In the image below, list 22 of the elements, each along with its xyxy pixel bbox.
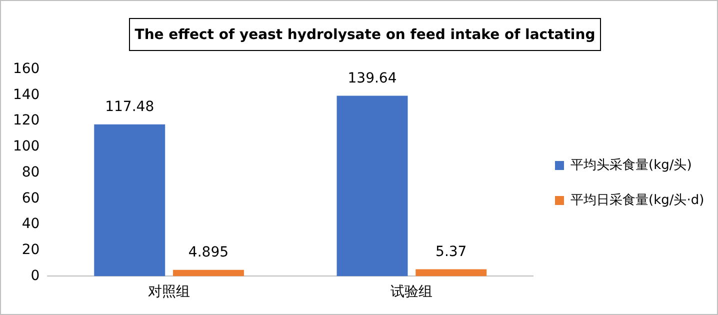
y-tick-label: 160 xyxy=(12,61,40,78)
data-label: 5.37 xyxy=(436,244,467,260)
bar xyxy=(94,124,166,276)
x-tick-label: 对照组 xyxy=(148,284,190,300)
bar xyxy=(172,270,244,276)
y-tick-label: 140 xyxy=(12,86,40,103)
legend-label: 平均日采食量(kg/头·d) xyxy=(570,192,704,208)
data-label: 139.64 xyxy=(348,70,397,86)
chart-title: The effect of yeast hydrolysate on feed intake of lactating xyxy=(129,18,601,51)
bar xyxy=(336,96,408,276)
x-tick-label: 试验组 xyxy=(390,284,433,300)
y-tick-label: 20 xyxy=(22,242,40,258)
y-tick-label: 100 xyxy=(12,138,40,155)
y-tick-label: 120 xyxy=(12,112,40,129)
bar xyxy=(416,269,487,276)
y-tick-label: 40 xyxy=(22,216,40,232)
data-label: 4.895 xyxy=(188,244,229,261)
y-tick-label: 0 xyxy=(30,268,40,284)
y-tick-label: 60 xyxy=(22,190,40,206)
legend-label: 平均头采食量(kg/头) xyxy=(570,158,692,173)
data-label: 117.48 xyxy=(105,99,154,115)
y-tick-label: 80 xyxy=(22,164,40,180)
